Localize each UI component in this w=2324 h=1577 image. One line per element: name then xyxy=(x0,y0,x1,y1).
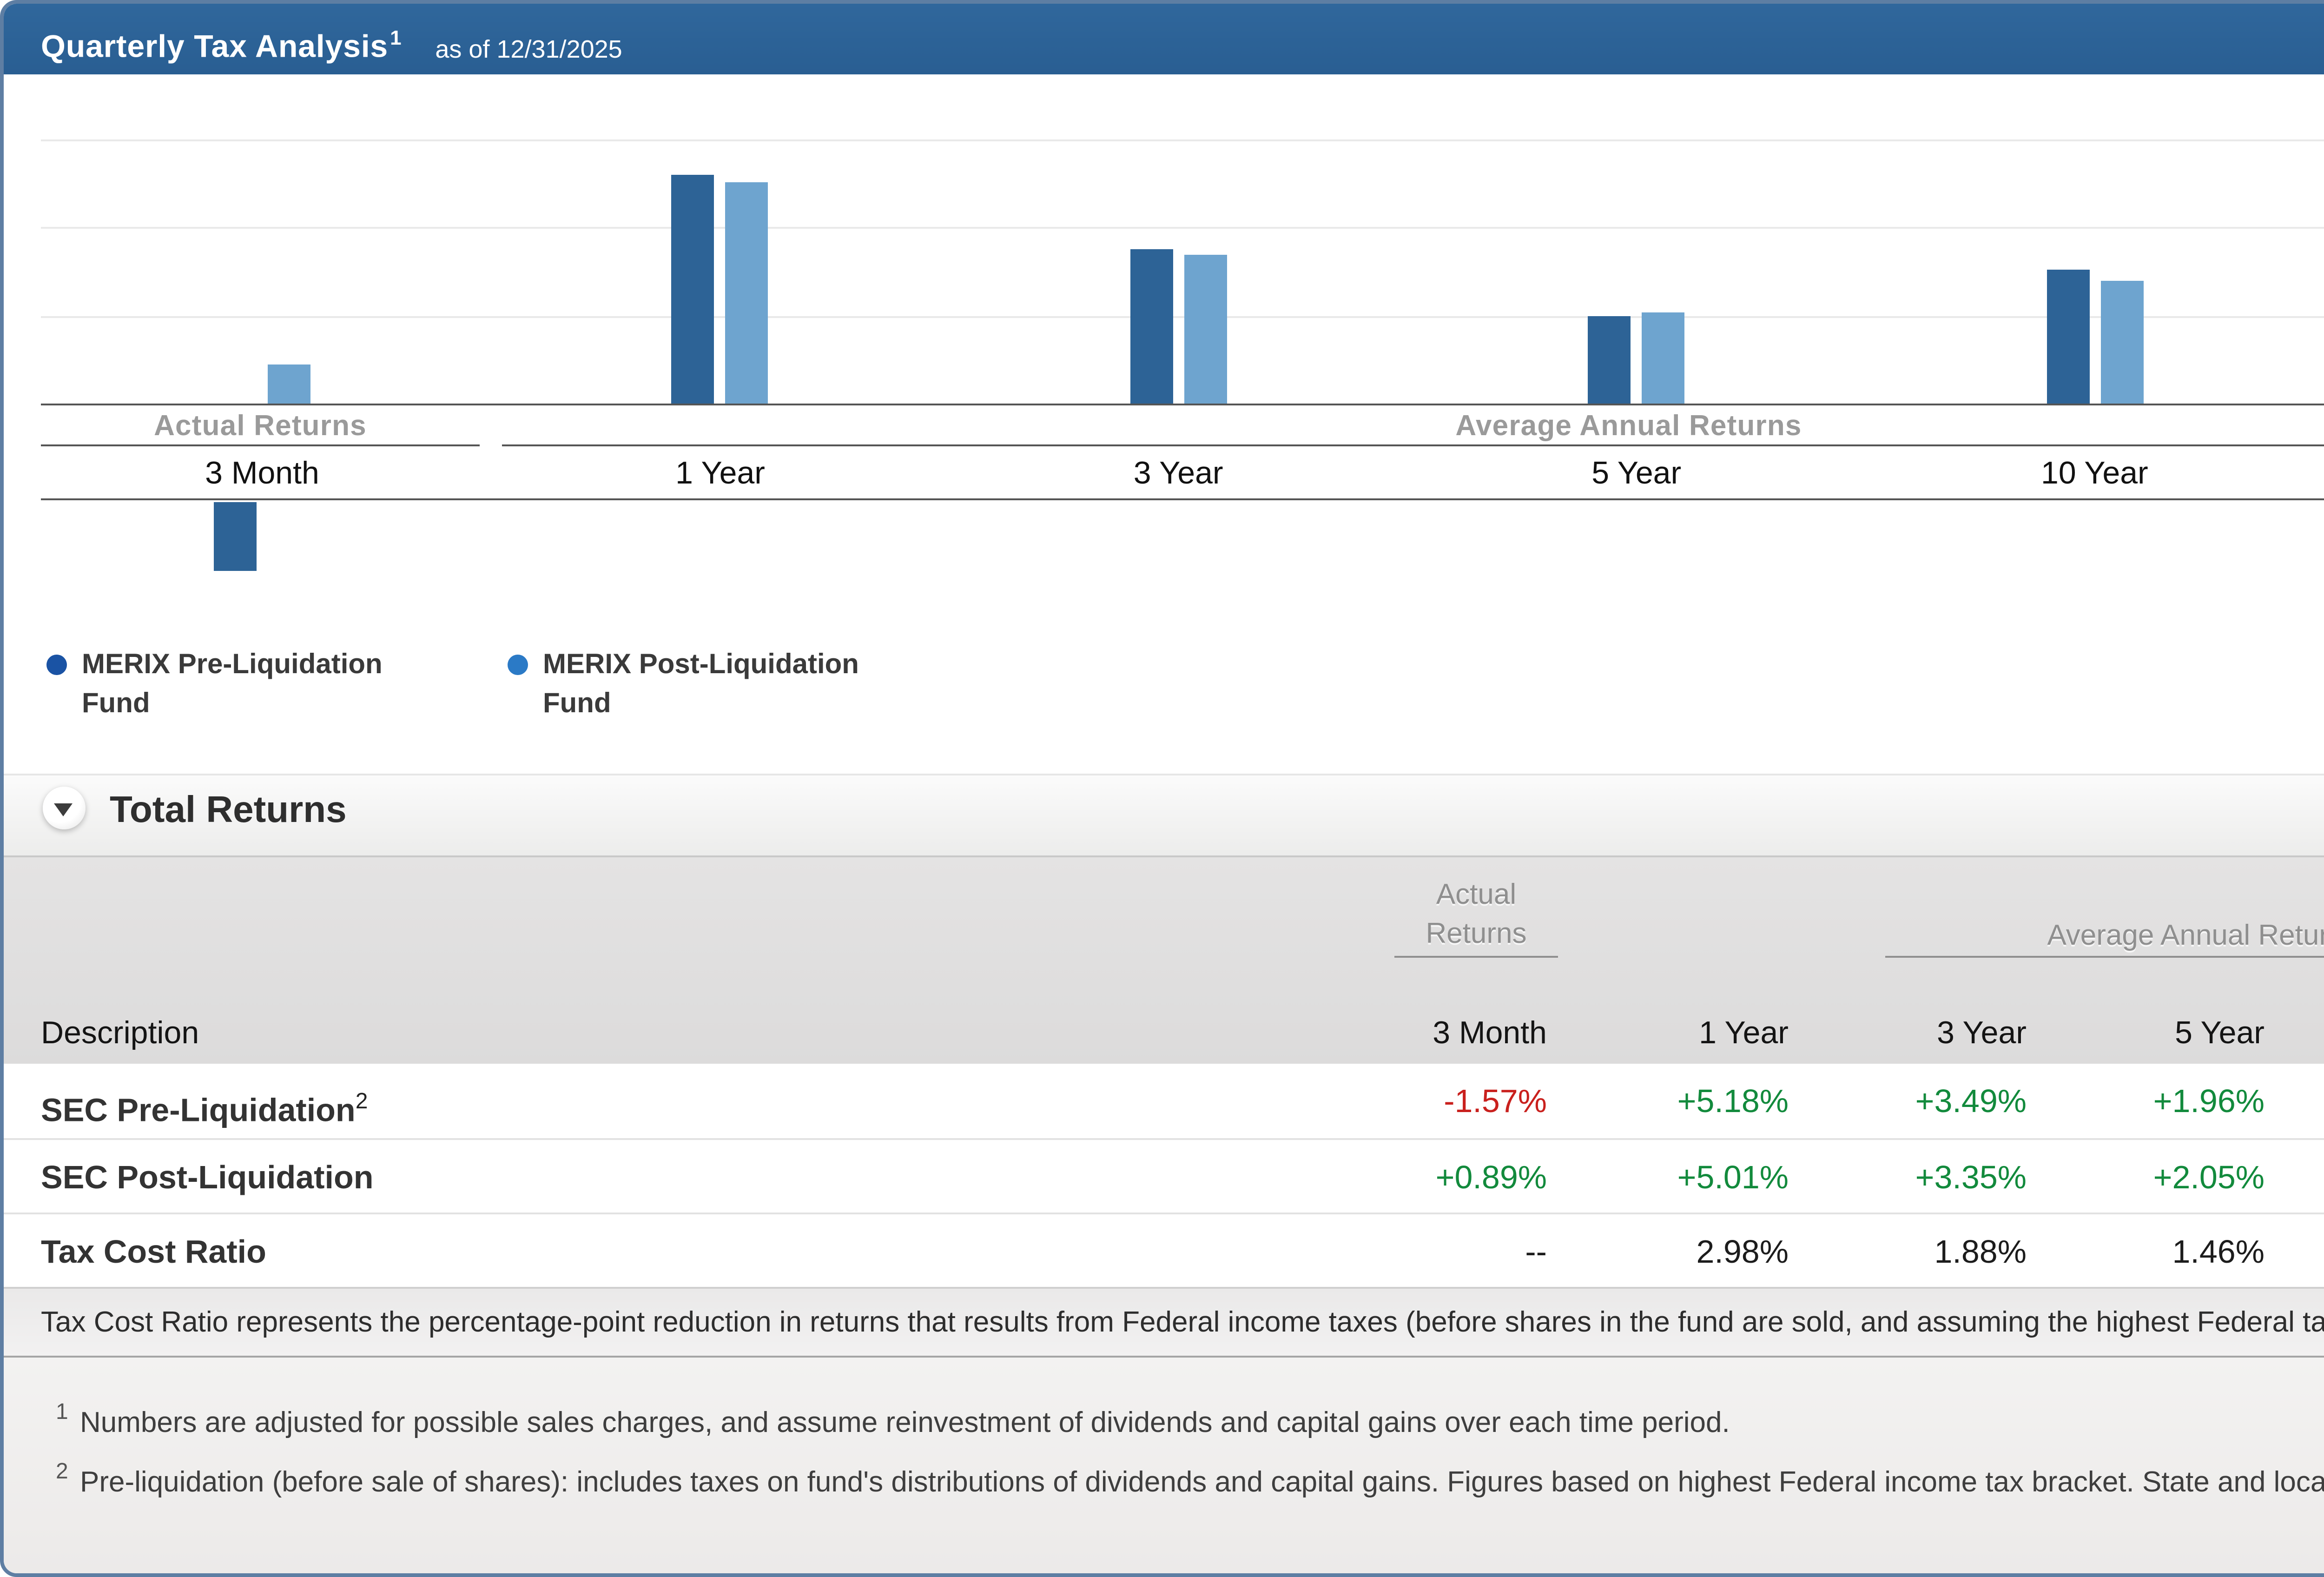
column-header-3-month: 3 Month xyxy=(1433,1015,1547,1051)
chevron-down-icon xyxy=(54,803,73,816)
category-label-5-year: 5 Year xyxy=(1591,456,1682,491)
value-1-year: +5.18% xyxy=(1677,1082,1789,1120)
footnote-text: Pre-liquidation (before sale of shares):… xyxy=(80,1467,2324,1499)
category-label-10-year: 10 Year xyxy=(2041,456,2148,491)
row-footnote-marker: 2 xyxy=(355,1088,368,1114)
tax-cost-ratio-note: Tax Cost Ratio represents the percentage… xyxy=(41,1307,2324,1339)
panel-title-bar: Quarterly Tax Analysis 1 as of 12/31/2025 xyxy=(4,4,2324,74)
legend-dot-icon xyxy=(508,655,528,675)
bar-post-liquidation-5-year xyxy=(1642,313,1685,404)
title-footnote-marker: 1 xyxy=(390,28,402,50)
category-label-3-month: 3 Month xyxy=(205,456,319,491)
legend-label-line1: MERIX Pre-Liquidation xyxy=(82,649,383,681)
value-1-year: 2.98% xyxy=(1696,1233,1789,1270)
table-row-sec-pre-liquidation: SEC Pre-Liquidation2 -1.57% +5.18% +3.49% +1… xyxy=(4,1064,2324,1138)
bar-pre-liquidation-1-year xyxy=(672,174,715,404)
value-3-year: +3.49% xyxy=(1915,1082,2027,1120)
bar-post-liquidation-3-month xyxy=(268,364,310,404)
gridline-4pct xyxy=(41,227,2324,229)
legend-label-line2: Fund xyxy=(82,688,150,720)
total-returns-section-header: Total Returns xyxy=(4,774,2324,857)
average-annual-returns-underline xyxy=(1885,956,2324,958)
table-row-sec-post-liquidation: SEC Post-Liquidation +0.89% +5.01% +3.35% +2… xyxy=(4,1138,2324,1214)
actual-returns-chart-underline xyxy=(41,444,480,446)
tax-cost-ratio-note-band: Tax Cost Ratio represents the percentage… xyxy=(4,1287,2324,1358)
actual-returns-underline xyxy=(1394,956,1558,958)
table-group-actual-line1: Actual xyxy=(1436,880,1517,911)
footnote-marker: 2 xyxy=(56,1458,68,1484)
table-header-band: Actual Returns Average Annual Returns De… xyxy=(4,855,2324,1066)
value-5-year: +2.05% xyxy=(2153,1159,2265,1196)
bar-pre-liquidation-3-month xyxy=(214,502,257,572)
gridline-2pct xyxy=(41,315,2324,317)
footnote-text: Numbers are adjusted for possible sales … xyxy=(80,1408,1730,1439)
value-5-year: 1.46% xyxy=(2172,1233,2265,1270)
legend-label-line2: Fund xyxy=(543,688,611,720)
bar-post-liquidation-1-year xyxy=(726,182,769,404)
value-3-month: +0.89% xyxy=(1435,1159,1547,1196)
bar-pre-liquidation-10-year xyxy=(2046,270,2089,404)
legend-item-pre-liquidation: MERIX Pre-Liquidation Fund xyxy=(46,645,383,723)
panel-title: Quarterly Tax Analysis 1 xyxy=(41,4,402,83)
footnote-1: 1 Numbers are adjusted for possible sales… xyxy=(56,1398,2324,1443)
table-row-tax-cost-ratio: Tax Cost Ratio--2.98%1.88%1.46%1.17%-- xyxy=(4,1213,2324,1289)
footnote-marker: 1 xyxy=(56,1398,68,1425)
as-of-date: as of 12/31/2025 xyxy=(435,34,622,63)
value-5-year: +1.96% xyxy=(2153,1082,2265,1120)
row-description: SEC Post-Liquidation xyxy=(41,1159,374,1196)
value-10-year: 1.17% xyxy=(2265,1214,2324,1289)
chart-group-label-actual-returns: Actual Returns xyxy=(154,411,367,443)
column-header-3-year: 3 Year xyxy=(1937,1015,2027,1051)
section-title: Total Returns xyxy=(110,790,347,831)
value-3-year: +3.35% xyxy=(1915,1159,2027,1196)
panel-title-text: Quarterly Tax Analysis xyxy=(41,29,389,65)
table-group-actual-returns: Actual Returns xyxy=(1383,876,1569,954)
table-group-actual-line2: Returns xyxy=(1426,919,1527,950)
value-3-year: 1.88% xyxy=(1934,1233,2027,1270)
footnotes-area: 1 Numbers are adjusted for possible sales… xyxy=(4,1358,2324,1573)
legend-label: MERIX Pre-Liquidation Fund xyxy=(82,645,383,723)
legend-label-line1: MERIX Post-Liquidation xyxy=(543,649,859,681)
category-label-3-year: 3 Year xyxy=(1133,456,1223,491)
average-annual-returns-chart-underline xyxy=(502,444,2324,446)
legend-dot-icon xyxy=(46,655,67,675)
category-axis-bottom-line xyxy=(41,498,2324,500)
value-1-year: +5.01% xyxy=(1677,1159,1789,1196)
footnote-2: 2 Pre-liquidation (before sale of shares)… xyxy=(56,1458,2324,1503)
value-10-year: +2.80% xyxy=(2265,1140,2324,1214)
collapse-section-button[interactable] xyxy=(43,787,86,829)
category-label-1-year: 1 Year xyxy=(675,456,765,491)
value-3-month: -- xyxy=(1525,1233,1547,1270)
bar-post-liquidation-10-year xyxy=(2100,280,2143,404)
bar-post-liquidation-3-year xyxy=(1184,255,1227,404)
legend-label: MERIX Post-Liquidation Fund xyxy=(543,645,859,723)
bar-pre-liquidation-5-year xyxy=(1588,317,1631,404)
column-header-1-year: 1 Year xyxy=(1699,1015,1789,1051)
value-3-month: -1.57% xyxy=(1444,1082,1547,1120)
zero-axis-line xyxy=(41,404,2324,405)
legend-item-post-liquidation: MERIX Post-Liquidation Fund xyxy=(508,645,859,723)
gridline-6pct xyxy=(41,139,2324,140)
column-header-10-year: 10 Year xyxy=(2265,1015,2324,1053)
column-header-description: Description xyxy=(41,1015,199,1051)
bar-pre-liquidation-3-year xyxy=(1130,249,1173,404)
table-group-average-annual-returns: Average Annual Returns xyxy=(2047,921,2324,952)
row-description: Tax Cost Ratio xyxy=(41,1233,266,1270)
column-header-5-year: 5 Year xyxy=(2175,1015,2265,1051)
row-description: SEC Pre-Liquidation2 xyxy=(41,1088,368,1129)
chart-group-label-average-annual-returns: Average Annual Returns xyxy=(1455,411,1802,443)
value-10-year: +3.02% xyxy=(2265,1064,2324,1138)
